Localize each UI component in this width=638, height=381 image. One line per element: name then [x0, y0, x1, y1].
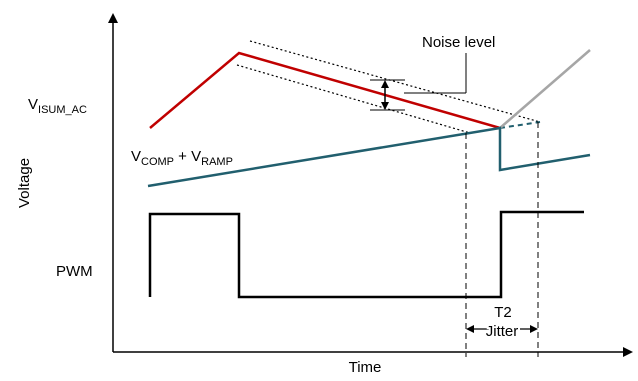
pwm-label: PWM — [56, 263, 93, 280]
v-isum-ac-dashed-segment — [499, 121, 541, 129]
v-comp-ramp-waveform — [147, 126, 591, 188]
v-isum-ac-waveform — [149, 51, 501, 130]
noise-band-upper — [249, 40, 541, 123]
pwm-waveform — [148, 210, 584, 299]
t2-label: T2 — [494, 304, 512, 321]
v-comp-ramp-label: VCOMP + VRAMP — [131, 148, 233, 168]
noise-band-lower — [236, 64, 471, 134]
v-isum-ac-extension — [499, 49, 591, 129]
noise-level-label: Noise level — [422, 34, 495, 51]
y-axis-label: Voltage — [16, 158, 33, 208]
v-isum-ac-label: VISUM_AC — [28, 96, 87, 116]
jitter-label: Jitter — [486, 323, 519, 340]
x-axis-label: Time — [349, 359, 382, 376]
